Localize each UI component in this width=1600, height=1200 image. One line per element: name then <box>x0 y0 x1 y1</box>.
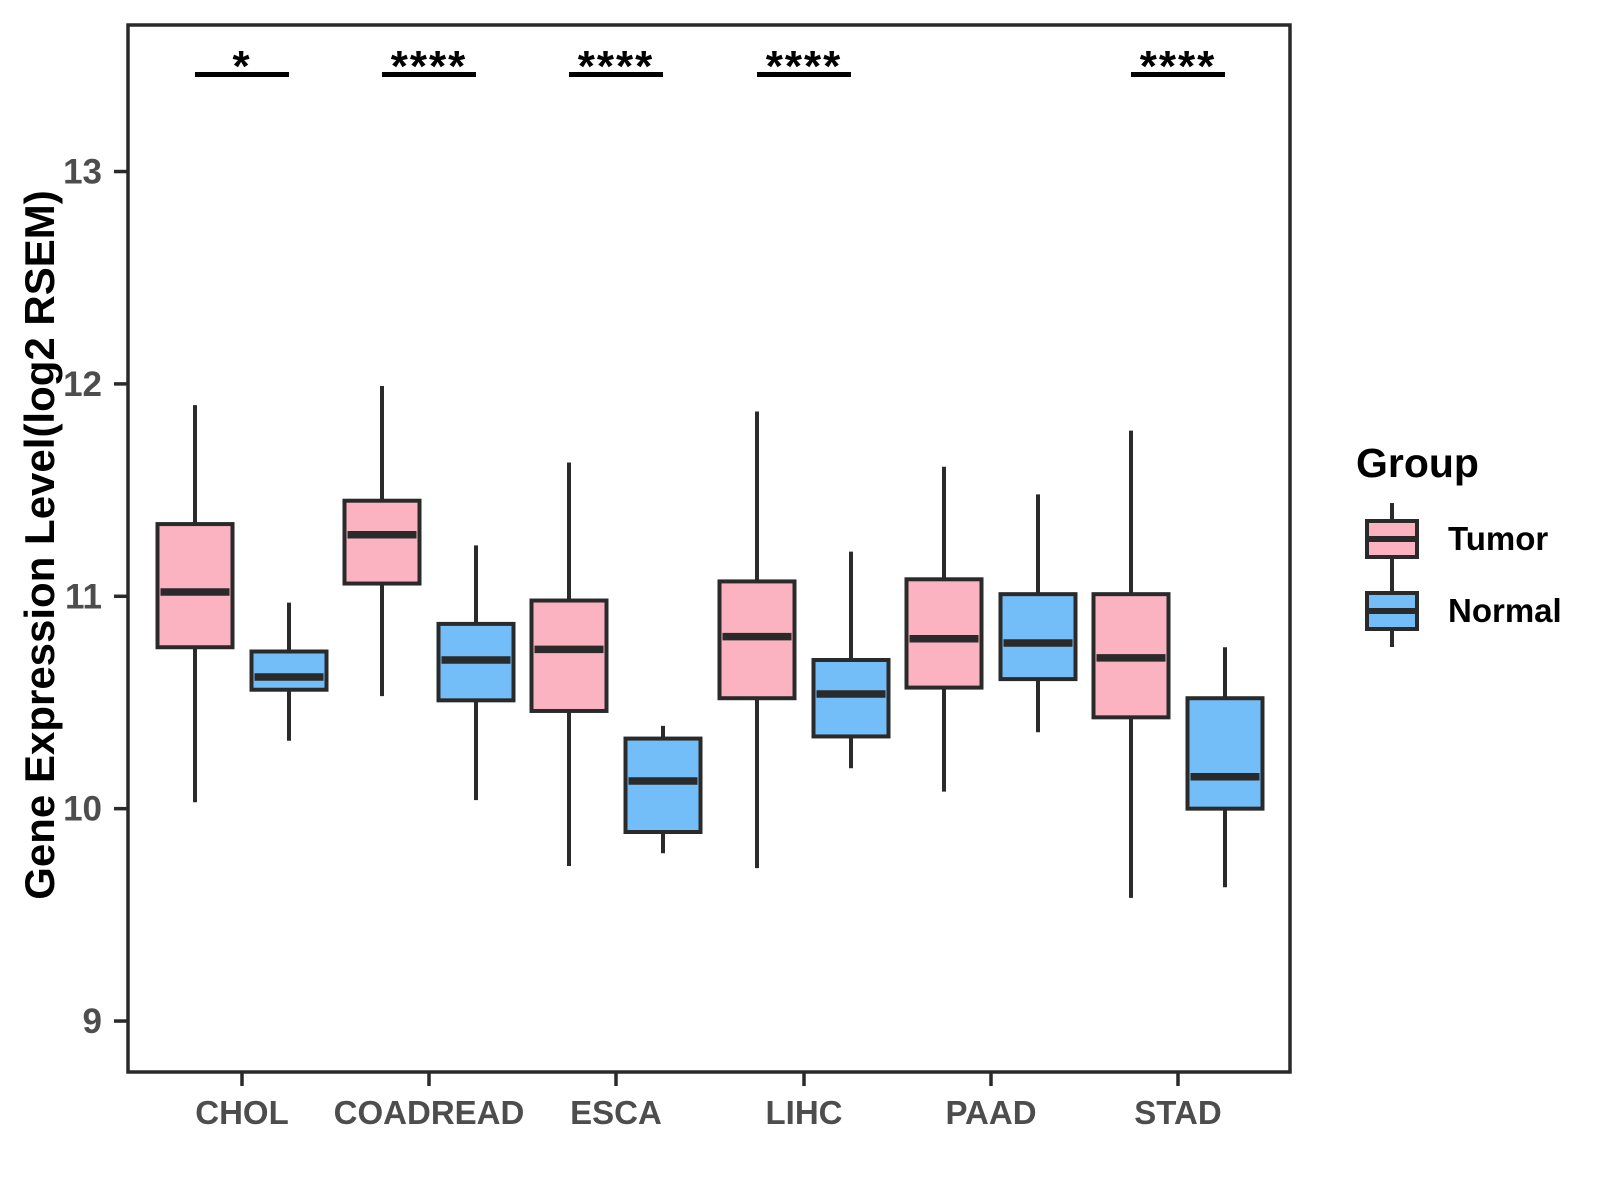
significance-bar-esca <box>569 72 663 77</box>
x-tick-label-stad: STAD <box>1134 1094 1221 1131</box>
significance-bar-chol <box>195 72 289 77</box>
paad-tumor-box <box>904 577 984 690</box>
x-tick-label-lihc: LIHC <box>766 1094 843 1131</box>
legend-entry-normal: Normal <box>1364 575 1598 647</box>
stad-normal-box <box>1185 696 1265 811</box>
panel-border <box>126 23 1292 1074</box>
lihc-normal-box <box>811 657 891 739</box>
legend-entry-tumor: Tumor <box>1364 503 1598 575</box>
x-tick-label-esca: ESCA <box>570 1094 662 1131</box>
significance-stars-stad: **** <box>1140 42 1217 91</box>
significance-bar-coadread <box>382 72 476 77</box>
esca-tumor-box <box>529 598 609 713</box>
normal-boxplot-key-icon <box>1365 575 1419 647</box>
y-tick-label-11: 11 <box>65 577 102 616</box>
y-tick-label-12: 12 <box>63 365 102 404</box>
legend-title: Group <box>1356 440 1479 486</box>
y-tick-label-10: 10 <box>63 790 102 829</box>
y-tick-label-13: 13 <box>63 153 102 192</box>
legend-entry-label: Normal <box>1448 592 1562 629</box>
x-tick-label-coadread: COADREAD <box>334 1094 525 1131</box>
y-tick-label-9: 9 <box>83 1002 102 1041</box>
esca-normal-box <box>623 736 703 835</box>
chol-normal-box <box>249 649 329 692</box>
chol-tumor-box <box>155 522 235 650</box>
significance-bar-stad <box>1131 72 1225 77</box>
significance-stars-lihc: **** <box>766 42 843 91</box>
legend-entry-label: Tumor <box>1448 520 1549 557</box>
tumor-boxplot-key-icon <box>1365 503 1419 575</box>
legend: Group Tumor Normal <box>1328 440 1598 647</box>
y-axis-title: Gene Expression Level(log2 RSEM) <box>16 190 63 900</box>
significance-bar-lihc <box>757 72 851 77</box>
x-tick-label-chol: CHOL <box>195 1094 289 1131</box>
paad-normal-box <box>998 592 1078 682</box>
coadread-tumor-box <box>342 498 422 586</box>
x-tick-label-paad: PAAD <box>945 1094 1036 1131</box>
significance-stars-esca: **** <box>578 42 655 91</box>
significance-stars-coadread: **** <box>391 42 468 91</box>
significance-stars-chol: * <box>232 42 251 91</box>
